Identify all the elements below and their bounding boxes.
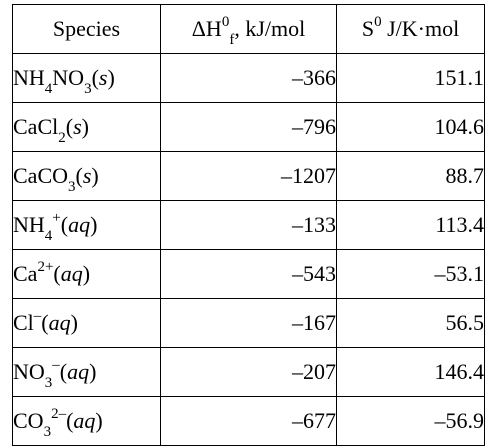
enthalpy-cell: –543 xyxy=(160,249,337,299)
state-paren-close: ) xyxy=(90,212,98,237)
table-row: CaCl2(s) –796 104.6 xyxy=(12,102,485,152)
enthalpy-cell: –207 xyxy=(160,347,337,397)
header-row: Species ΔH0f, kJ/mol S0 J/K·mol xyxy=(12,4,485,54)
formula-part: Cl xyxy=(13,310,34,335)
state-label: aq xyxy=(60,261,83,286)
formula-part: NH xyxy=(13,65,45,90)
formula-part: – xyxy=(52,356,60,373)
enthalpy-cell: –366 xyxy=(160,53,337,103)
state-paren-close: ) xyxy=(107,65,115,90)
formula-part: – xyxy=(33,307,42,324)
table-row: NH4 +(aq) –133 113.4 xyxy=(12,200,485,250)
table-row: CO3 2–(aq) –677 –56.9 xyxy=(12,396,485,446)
formula-part: 2 xyxy=(58,130,66,147)
state-label: aq xyxy=(68,212,91,237)
enthalpy-cell: –677 xyxy=(160,396,337,446)
enthalpy-cell: –133 xyxy=(160,200,337,250)
entropy-cell: –56.9 xyxy=(336,396,485,446)
state-label: s xyxy=(73,114,82,139)
entropy-cell: 146.4 xyxy=(336,347,485,397)
formula-part: Ca xyxy=(13,261,38,286)
formula-part: 4 xyxy=(44,81,53,98)
state-paren-close: ) xyxy=(89,359,97,384)
header-enthalpy-sub: f xyxy=(229,32,235,49)
state-label: s xyxy=(82,163,92,188)
state-paren-close: ) xyxy=(82,261,91,286)
species-cell: CO3 2–(aq) xyxy=(12,396,161,446)
table-row: Cl–(aq) –167 56.5 xyxy=(12,298,485,348)
table-row: NH4NO3(s) –366 151.1 xyxy=(12,53,485,103)
state-paren-open: ( xyxy=(75,163,83,188)
formula-part: NO xyxy=(52,65,85,90)
state-paren-open: ( xyxy=(41,310,49,335)
header-enthalpy-unit: , kJ/mol xyxy=(234,16,306,41)
entropy-cell: 113.4 xyxy=(336,200,485,250)
header-enthalpy-sup: 0 xyxy=(221,13,230,30)
formula-part: 3 xyxy=(43,424,52,441)
formula-part: NH xyxy=(13,212,45,237)
state-label: aq xyxy=(48,310,71,335)
species-cell: NH4 +(aq) xyxy=(12,200,161,250)
formula-part: CaCl xyxy=(13,114,59,139)
header-entropy-sup: 0 xyxy=(374,13,382,30)
header-entropy: S0 J/K·mol xyxy=(336,4,485,54)
formula-part: 2– xyxy=(51,405,67,422)
enthalpy-cell: –167 xyxy=(160,298,337,348)
state-paren-open: ( xyxy=(65,114,74,139)
state-paren-open: ( xyxy=(53,261,61,286)
formula-part: + xyxy=(52,209,61,226)
formula-part: NO xyxy=(13,359,45,384)
header-enthalpy: ΔH0 f, kJ/mol xyxy=(160,4,337,54)
table-body: NH4NO3(s) –366 151.1 CaCl2(s) –796 104.6 CaCO3… xyxy=(12,53,485,446)
state-paren-open: ( xyxy=(59,359,68,384)
formula-part: CaCO xyxy=(13,163,68,188)
formula-part: 2+ xyxy=(37,258,54,275)
species-cell: NO3 –(aq) xyxy=(12,347,161,397)
species-cell: CaCO3(s) xyxy=(12,151,161,201)
state-paren-close: ) xyxy=(91,163,99,188)
entropy-cell: 104.6 xyxy=(336,102,485,152)
entropy-cell: 88.7 xyxy=(336,151,485,201)
header-enthalpy-symbol: ΔH xyxy=(191,16,222,41)
formula-part: 3 xyxy=(84,81,92,98)
formula-part: 3 xyxy=(68,179,76,196)
header-species: Species xyxy=(12,4,161,54)
entropy-cell: 56.5 xyxy=(336,298,485,348)
state-paren-open: ( xyxy=(60,212,69,237)
enthalpy-cell: –1207 xyxy=(160,151,337,201)
state-label: s xyxy=(98,65,108,90)
thermo-table-container: Species ΔH0f, kJ/mol S0 J/K·mol NH4NO3(s… xyxy=(12,4,485,446)
entropy-cell: –53.1 xyxy=(336,249,485,299)
species-cell: Cl–(aq) xyxy=(12,298,161,348)
formula-part: CO xyxy=(13,408,44,433)
table-row: CaCO3(s) –1207 88.7 xyxy=(12,151,485,201)
state-paren-close: ) xyxy=(70,310,78,335)
species-cell: CaCl2(s) xyxy=(12,102,161,152)
state-paren-close: ) xyxy=(95,408,103,433)
table-row: NO3 –(aq) –207 146.4 xyxy=(12,347,485,397)
state-paren-open: ( xyxy=(91,65,99,90)
species-cell: Ca2+(aq) xyxy=(12,249,161,299)
state-paren-close: ) xyxy=(81,114,89,139)
thermodynamic-data-table: Species ΔH0f, kJ/mol S0 J/K·mol NH4NO3(s… xyxy=(12,4,485,446)
header-entropy-unit: J/K·mol xyxy=(381,16,460,41)
state-label: aq xyxy=(67,359,90,384)
formula-part: 4 xyxy=(44,228,53,245)
formula-part: 3 xyxy=(44,375,53,392)
header-entropy-symbol: S xyxy=(361,16,375,41)
table-row: Ca2+(aq) –543 –53.1 xyxy=(12,249,485,299)
entropy-cell: 151.1 xyxy=(336,53,485,103)
species-cell: NH4NO3(s) xyxy=(12,53,161,103)
enthalpy-cell: –796 xyxy=(160,102,337,152)
state-label: aq xyxy=(73,408,96,433)
state-paren-open: ( xyxy=(66,408,74,433)
